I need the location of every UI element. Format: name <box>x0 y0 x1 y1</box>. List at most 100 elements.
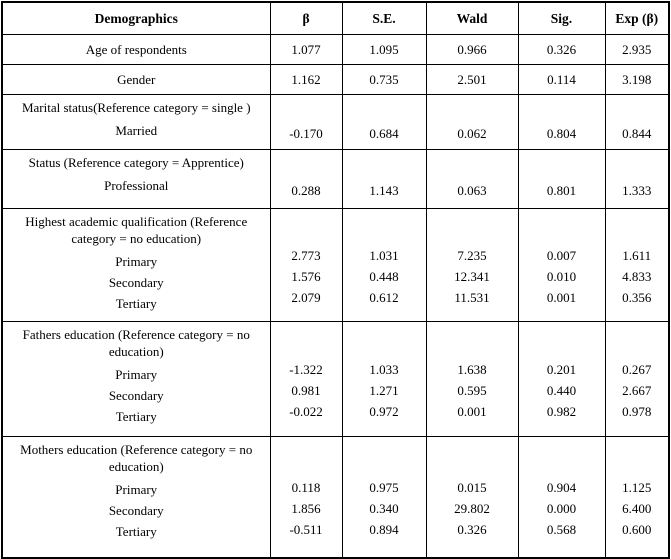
sig-value: 0.801 <box>546 182 577 198</box>
wald-value: 0.063 <box>457 182 487 198</box>
beta-cell: -0.170 <box>269 94 343 150</box>
column-header-se: S.E. <box>341 1 427 35</box>
se-value: 0.735 <box>341 64 427 95</box>
sig-value: 0.326 <box>517 34 606 65</box>
table-header-row: Demographics β S.E. Wald Sig. Exp (β) <box>1 1 670 35</box>
sig-value: 0.201 <box>546 361 577 377</box>
wald-cell: 1.638 0.595 0.001 <box>425 321 519 437</box>
wald-value: 2.501 <box>425 64 519 95</box>
category-label: Married <box>115 123 158 138</box>
column-header-sig: Sig. <box>517 1 606 35</box>
beta-cell: 0.118 1.856 -0.511 <box>269 436 343 559</box>
category-label: Secondary <box>108 388 164 403</box>
se-value: 1.143 <box>369 182 399 198</box>
wald-value: 11.531 <box>454 289 490 305</box>
beta-value: 1.162 <box>269 64 343 95</box>
se-cell: 1.031 0.448 0.612 <box>341 208 427 322</box>
wald-value: 1.638 <box>457 361 487 377</box>
exp-value: 0.356 <box>622 289 652 305</box>
beta-value: 1.576 <box>291 268 321 284</box>
sig-value: 0.010 <box>546 268 577 284</box>
column-header-wald: Wald <box>425 1 519 35</box>
group-label-cell: Marital status(Reference category = sing… <box>1 94 271 150</box>
sig-value: 0.804 <box>546 125 577 141</box>
table-row-age: Age of respondents 1.077 1.095 0.966 0.3… <box>1 34 670 65</box>
beta-value: 0.288 <box>291 182 321 198</box>
wald-cell: 7.235 12.341 11.531 <box>425 208 519 322</box>
wald-cell: 0.015 29.802 0.326 <box>425 436 519 559</box>
category-label: Secondary <box>108 275 164 290</box>
exp-cell: 1.611 4.833 0.356 <box>604 208 670 322</box>
exp-value: 0.267 <box>622 361 652 377</box>
wald-value: 0.062 <box>457 125 487 141</box>
sig-cell: 0.801 <box>517 149 606 209</box>
sig-cell: 0.201 0.440 0.982 <box>517 321 606 437</box>
category-label: Primary <box>115 482 158 497</box>
category-label: Primary <box>115 367 158 382</box>
se-value: 0.448 <box>369 268 399 284</box>
exp-value: 6.400 <box>622 500 652 516</box>
sig-cell: 0.007 0.010 0.001 <box>517 208 606 322</box>
se-cell: 1.143 <box>341 149 427 209</box>
category-label: Secondary <box>108 503 164 518</box>
group-header: Mothers education (Reference category = … <box>20 442 253 474</box>
wald-value: 0.966 <box>425 34 519 65</box>
se-value: 0.684 <box>369 125 399 141</box>
category-label: Tertiary <box>115 409 157 424</box>
sig-cell: 0.904 0.000 0.568 <box>517 436 606 559</box>
se-value: 1.031 <box>369 247 399 263</box>
sig-value: 0.904 <box>546 479 577 495</box>
group-header: Status (Reference category = Apprentice) <box>28 155 244 170</box>
exp-cell: 0.844 <box>604 94 670 150</box>
sig-cell: 0.804 <box>517 94 606 150</box>
se-value: 1.033 <box>369 361 399 377</box>
category-label: Primary <box>115 254 158 269</box>
beta-value: 0.981 <box>291 382 321 398</box>
wald-value: 7.235 <box>457 247 487 263</box>
se-value: 0.975 <box>369 479 399 495</box>
table-row-status: Status (Reference category = Apprentice)… <box>1 149 670 209</box>
table-row-gender: Gender 1.162 0.735 2.501 0.114 3.198 <box>1 64 670 95</box>
sig-value: 0.440 <box>546 382 577 398</box>
group-header: Marital status(Reference category = sing… <box>21 100 251 115</box>
beta-value: -1.322 <box>289 361 323 377</box>
group-label-cell: Mothers education (Reference category = … <box>1 436 271 559</box>
sig-value: 0.007 <box>546 247 577 263</box>
category-label: Tertiary <box>115 524 157 539</box>
se-value: 0.972 <box>369 403 399 419</box>
beta-value: 0.118 <box>291 479 321 495</box>
row-label: Age of respondents <box>1 34 271 65</box>
table-row-fathers-education: Fathers education (Reference category = … <box>1 321 670 437</box>
sig-value: 0.982 <box>546 403 577 419</box>
group-label-cell: Status (Reference category = Apprentice)… <box>1 149 271 209</box>
exp-cell: 1.125 6.400 0.600 <box>604 436 670 559</box>
beta-value: 2.079 <box>291 289 321 305</box>
wald-value: 0.326 <box>457 521 487 537</box>
table-row-highest-qualification: Highest academic qualification (Referenc… <box>1 208 670 322</box>
beta-value: -0.022 <box>289 403 323 419</box>
beta-value: 2.773 <box>291 247 321 263</box>
se-cell: 0.684 <box>341 94 427 150</box>
se-cell: 1.033 1.271 0.972 <box>341 321 427 437</box>
group-header: Fathers education (Reference category = … <box>22 327 250 359</box>
exp-value: 1.333 <box>622 182 652 198</box>
beta-value: -0.511 <box>289 521 323 537</box>
group-label-cell: Fathers education (Reference category = … <box>1 321 271 437</box>
se-value: 1.095 <box>341 34 427 65</box>
column-header-exp-beta: Exp (β) <box>604 1 670 35</box>
wald-cell: 0.063 <box>425 149 519 209</box>
sig-value: 0.568 <box>546 521 577 537</box>
se-cell: 0.975 0.340 0.894 <box>341 436 427 559</box>
wald-value: 12.341 <box>454 268 490 284</box>
wald-value: 29.802 <box>454 500 490 516</box>
category-label: Professional <box>104 178 169 193</box>
wald-value: 0.001 <box>457 403 487 419</box>
se-value: 0.340 <box>369 500 399 516</box>
table-row-marital-status: Marital status(Reference category = sing… <box>1 94 670 150</box>
wald-value: 0.595 <box>457 382 487 398</box>
table-row-mothers-education: Mothers education (Reference category = … <box>1 436 670 559</box>
beta-cell: -1.322 0.981 -0.022 <box>269 321 343 437</box>
group-header: Highest academic qualification (Referenc… <box>25 214 248 246</box>
